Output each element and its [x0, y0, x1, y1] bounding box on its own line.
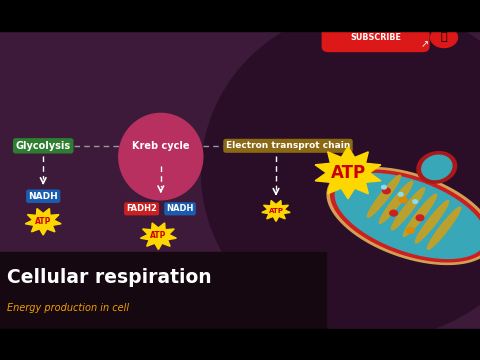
Circle shape [431, 27, 457, 48]
Ellipse shape [119, 113, 203, 200]
Circle shape [413, 200, 418, 203]
Polygon shape [331, 170, 480, 262]
Ellipse shape [427, 207, 461, 249]
Ellipse shape [391, 188, 425, 230]
Bar [0, 0, 480, 31]
Circle shape [390, 210, 397, 216]
Ellipse shape [202, 7, 480, 338]
Polygon shape [315, 147, 381, 199]
Ellipse shape [403, 194, 437, 237]
Text: ATP: ATP [268, 208, 284, 213]
Bar [0, 329, 480, 360]
Text: ATP: ATP [150, 231, 167, 240]
Ellipse shape [415, 201, 449, 243]
Circle shape [416, 215, 424, 221]
Ellipse shape [367, 175, 401, 217]
Text: ATP: ATP [330, 164, 366, 182]
Text: 🔔: 🔔 [441, 32, 447, 42]
Polygon shape [262, 201, 290, 221]
Ellipse shape [379, 181, 413, 224]
Text: Cellular respiration: Cellular respiration [7, 268, 212, 287]
Text: Electron transprot chain: Electron transprot chain [226, 141, 350, 150]
Text: NADH: NADH [166, 204, 194, 213]
Text: ATP: ATP [35, 217, 51, 226]
Ellipse shape [422, 155, 452, 180]
Polygon shape [327, 167, 480, 265]
Text: ↗: ↗ [421, 39, 429, 49]
Circle shape [382, 185, 386, 189]
Polygon shape [336, 174, 480, 258]
Polygon shape [25, 208, 61, 235]
Circle shape [398, 193, 403, 196]
Text: FADH2: FADH2 [126, 204, 157, 213]
Polygon shape [141, 223, 176, 249]
Circle shape [407, 228, 414, 233]
Ellipse shape [417, 152, 456, 183]
Text: NADH: NADH [28, 192, 58, 201]
Circle shape [399, 197, 407, 203]
Circle shape [383, 188, 390, 194]
FancyBboxPatch shape [322, 23, 430, 52]
Bar [0, 252, 326, 328]
Text: Energy production in cell: Energy production in cell [7, 303, 129, 313]
Text: Kreb cycle: Kreb cycle [132, 141, 190, 151]
Text: SUBSCRIBE: SUBSCRIBE [350, 33, 401, 42]
Text: Glycolysis: Glycolysis [16, 141, 71, 151]
